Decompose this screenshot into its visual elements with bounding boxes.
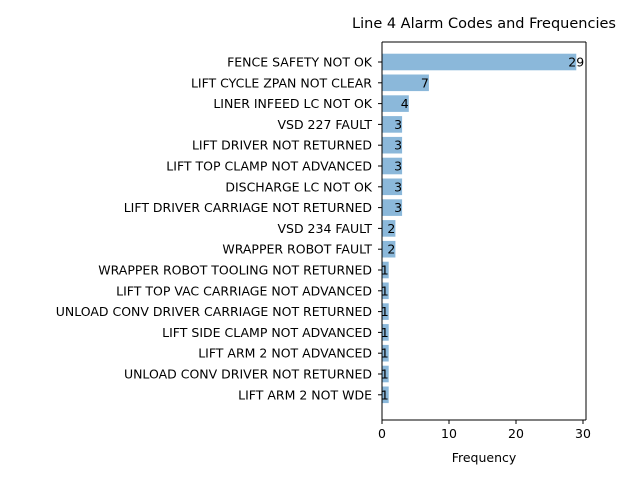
data-label: 3 <box>394 179 402 194</box>
bar <box>382 199 403 216</box>
data-label: 1 <box>381 263 389 278</box>
axes-group <box>381 41 587 421</box>
bar <box>382 282 389 300</box>
category-label: LIFT DRIVER CARRIAGE NOT RETURNED <box>124 200 372 215</box>
category-label: LIFT SIDE CLAMP NOT ADVANCED <box>162 325 372 340</box>
data-label: 2 <box>387 242 395 257</box>
bar <box>382 178 403 196</box>
data-label: 3 <box>394 159 402 174</box>
bar <box>382 53 577 71</box>
data-label: 1 <box>381 283 389 298</box>
data-label: 1 <box>381 325 389 340</box>
category-label: LINER INFEED LC NOT OK <box>213 96 372 111</box>
category-label: LIFT ARM 2 NOT ADVANCED <box>198 346 372 361</box>
chart-title: Line 4 Alarm Codes and Frequencies <box>352 16 616 32</box>
bar <box>382 365 389 383</box>
category-labels-group: FENCE SAFETY NOT OK LIFT CYCLE ZPAN NOT C… <box>56 55 382 402</box>
bars-group <box>382 53 577 404</box>
bar <box>382 157 403 175</box>
category-label: LIFT TOP VAC CARRIAGE NOT ADVANCED <box>116 283 372 298</box>
x-tick-label: 20 <box>508 426 524 441</box>
category-label: LIFT TOP CLAMP NOT ADVANCED <box>166 159 372 174</box>
category-label: LIFT ARM 2 NOT WDE <box>238 387 372 402</box>
data-label: 3 <box>394 117 402 132</box>
category-label: UNLOAD CONV DRIVER CARRIAGE NOT RETURNED <box>56 304 372 319</box>
category-label: WRAPPER ROBOT TOOLING NOT RETURNED <box>98 263 372 278</box>
category-label: VSD 234 FAULT <box>277 221 372 236</box>
x-ticks-group: 0 10 20 30 <box>378 420 591 441</box>
data-label: 1 <box>381 387 389 402</box>
bar <box>382 386 389 404</box>
data-label: 1 <box>381 346 389 361</box>
data-label: 4 <box>401 96 409 111</box>
category-label: DISCHARGE LC NOT OK <box>225 179 372 194</box>
bar <box>382 240 396 258</box>
category-label: LIFT CYCLE ZPAN NOT CLEAR <box>191 75 372 90</box>
bar <box>382 74 429 92</box>
bar <box>382 116 403 133</box>
bar <box>382 344 389 362</box>
x-tick-label: 0 <box>378 426 386 441</box>
bar <box>382 95 409 112</box>
data-label: 1 <box>381 367 389 382</box>
x-axis-label: Frequency <box>452 450 517 465</box>
x-tick-label: 10 <box>441 426 457 441</box>
x-tick-label: 30 <box>575 426 591 441</box>
category-label: LIFT DRIVER NOT RETURNED <box>192 138 372 153</box>
bar <box>382 220 396 237</box>
data-label: 1 <box>381 304 389 319</box>
category-label: FENCE SAFETY NOT OK <box>227 55 373 70</box>
category-label: WRAPPER ROBOT FAULT <box>222 242 372 257</box>
category-label: UNLOAD CONV DRIVER NOT RETURNED <box>124 367 372 382</box>
bar <box>382 303 389 320</box>
data-label: 29 <box>568 55 584 70</box>
data-label: 3 <box>394 200 402 215</box>
category-label: VSD 227 FAULT <box>277 117 372 132</box>
bar <box>382 324 389 341</box>
data-labels-group: 29 74 3 3 3 3 3 2 2 1 1 1 1 1 1 1 <box>381 55 585 403</box>
data-label: 7 <box>421 75 429 90</box>
data-label: 2 <box>387 221 395 236</box>
data-label: 3 <box>394 138 402 153</box>
bar <box>382 261 389 279</box>
bar <box>382 136 403 154</box>
